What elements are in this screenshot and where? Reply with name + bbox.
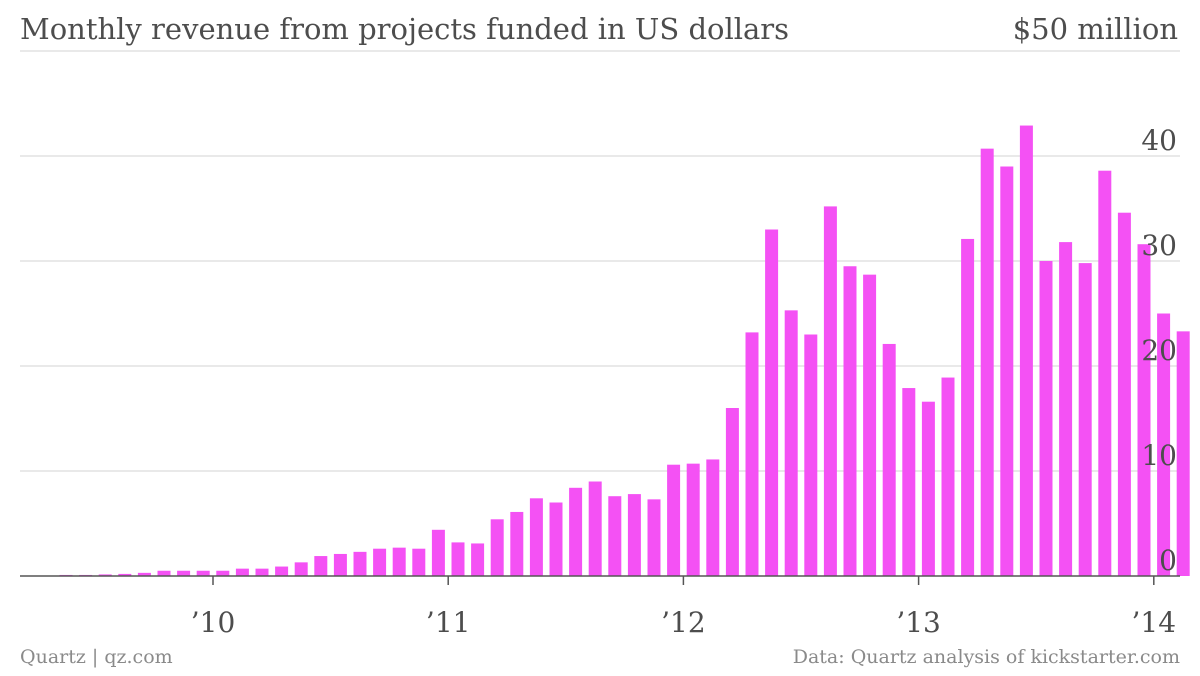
- bar: [118, 573, 132, 576]
- bar: [627, 494, 641, 576]
- bar: [1098, 170, 1112, 576]
- x-tick-label: ’10: [191, 606, 236, 639]
- bar: [765, 229, 779, 576]
- bar: [1137, 244, 1151, 576]
- bar: [1157, 313, 1171, 576]
- bar: [490, 519, 504, 576]
- chart-title: Monthly revenue from projects funded in …: [20, 12, 790, 46]
- bar: [333, 553, 347, 576]
- y-tick-label: 0: [1159, 544, 1177, 577]
- footer-credit: Quartz | qz.com: [20, 646, 173, 668]
- y-tick-label: 10: [1141, 439, 1177, 472]
- bar: [392, 547, 406, 576]
- x-tick-label: ’13: [896, 606, 941, 639]
- x-tick-label: ’14: [1132, 606, 1177, 639]
- bars: [59, 125, 1190, 577]
- y-axis-ticks: 0 10 20 30 40: [1141, 124, 1177, 577]
- bar: [157, 570, 171, 576]
- x-tick-label: ’12: [661, 606, 706, 639]
- bar: [921, 401, 935, 576]
- y-tick-label: 30: [1141, 229, 1177, 262]
- bar: [1000, 166, 1014, 576]
- bar: [823, 206, 837, 576]
- bar: [275, 566, 289, 576]
- bar: [745, 332, 759, 576]
- bar-chart: 0 10 20 30 40 ’10 ’11 ’12 ’13 ’14: [20, 50, 1190, 639]
- bar: [804, 334, 818, 576]
- bar: [255, 568, 269, 576]
- bar: [177, 570, 191, 576]
- x-tick-label: ’11: [426, 606, 471, 639]
- bar: [549, 502, 563, 576]
- bar: [1078, 263, 1092, 576]
- bar: [235, 568, 249, 576]
- x-axis-ticks: ’10 ’11 ’12 ’13 ’14: [191, 576, 1176, 639]
- bar: [902, 388, 916, 576]
- bar: [471, 543, 485, 576]
- bar: [373, 548, 387, 576]
- bar: [314, 556, 328, 576]
- bar: [98, 574, 112, 576]
- bar: [1019, 125, 1033, 577]
- bar: [941, 377, 955, 576]
- bar: [843, 266, 857, 576]
- bar: [725, 408, 739, 576]
- bar: [431, 529, 445, 576]
- bar: [608, 496, 622, 576]
- bar: [1117, 212, 1131, 576]
- y-axis-top-label: $50 million: [1012, 12, 1178, 46]
- footer-source: Data: Quartz analysis of kickstarter.com: [792, 646, 1180, 668]
- bar: [196, 570, 210, 576]
- y-tick-label: 40: [1141, 124, 1177, 157]
- bar: [569, 487, 583, 576]
- bar: [216, 570, 230, 576]
- bar: [882, 343, 896, 576]
- bar: [647, 499, 661, 576]
- bar: [294, 562, 308, 576]
- bar: [686, 463, 700, 576]
- bar: [412, 548, 426, 576]
- bar: [1059, 242, 1073, 576]
- bar: [980, 148, 994, 576]
- bar: [451, 542, 465, 576]
- bar: [667, 464, 681, 576]
- bar: [529, 498, 543, 576]
- bar: [706, 459, 720, 576]
- bar: [588, 481, 602, 576]
- y-tick-label: 20: [1141, 334, 1177, 367]
- bar: [1039, 261, 1053, 576]
- bar: [863, 274, 877, 576]
- bar: [1176, 331, 1190, 576]
- bar: [510, 511, 524, 576]
- bar: [784, 310, 798, 576]
- bar: [353, 551, 367, 576]
- bar: [137, 572, 151, 576]
- bar: [961, 238, 975, 576]
